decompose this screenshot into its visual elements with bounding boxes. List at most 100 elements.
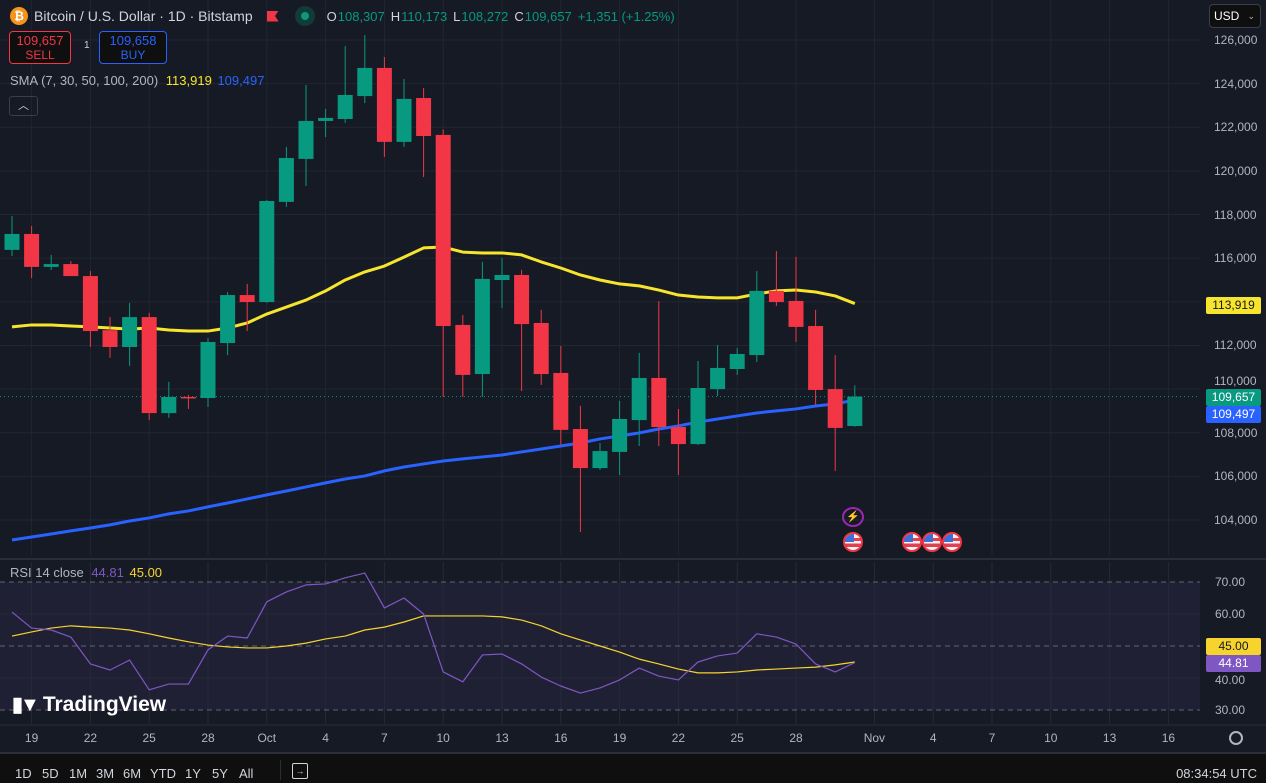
time-tick-label: 13 <box>1102 731 1117 745</box>
buy-label: BUY <box>120 48 146 62</box>
range-divider <box>280 760 281 780</box>
market-status-icon[interactable] <box>294 6 315 26</box>
time-tick-label: 13 <box>495 731 509 745</box>
flag-icon[interactable] <box>266 10 279 22</box>
utc-clock[interactable]: 08:34:54 UTC <box>1176 766 1257 781</box>
symbol-title: Bitcoin / U.S. Dollar · 1D · Bitstamp <box>34 8 253 24</box>
candle-body <box>729 353 745 370</box>
us-flag-event-icon[interactable] <box>922 532 942 552</box>
high-label: H <box>390 8 401 24</box>
candle-body <box>670 427 686 445</box>
candle-body <box>63 264 79 277</box>
go-to-date-icon[interactable]: → <box>292 763 308 779</box>
chevron-down-icon: ⌄ <box>1247 11 1255 21</box>
time-tick-label: 16 <box>554 731 568 745</box>
chart-settings-icon[interactable] <box>1229 731 1243 745</box>
candle-body <box>455 324 471 375</box>
low-label: L <box>453 8 461 24</box>
buy-button[interactable]: 109,658 BUY <box>99 31 167 64</box>
candle-body <box>612 418 628 452</box>
us-flag-event-icon[interactable] <box>902 532 922 552</box>
currency-select[interactable]: USD ⌄ <box>1209 4 1261 28</box>
candle-body <box>651 377 667 428</box>
time-tick-label: 22 <box>83 731 98 745</box>
rsi-legend[interactable]: RSI 14 close 44.81 45.00 <box>10 565 162 580</box>
time-tick-label: Oct <box>257 731 277 745</box>
time-tick-label: 7 <box>381 731 388 745</box>
candle-body <box>337 94 353 119</box>
range-button-6m[interactable]: 6M <box>123 766 142 781</box>
time-tick-label: 19 <box>24 731 39 745</box>
rsi-ma-value: 45.00 <box>129 565 163 580</box>
chevron-up-icon: ︿ <box>18 100 29 112</box>
rsi-tick-label: 40.00 <box>1215 673 1246 687</box>
sell-button[interactable]: 109,657 SELL <box>9 31 71 64</box>
time-tick-label: 28 <box>789 731 803 745</box>
price-tick-label: 106,000 <box>1214 469 1258 484</box>
ohlc-values: O 108,307 H 110,173 L 108,272 C 109,657 +1,3… <box>327 9 675 24</box>
time-tick-label: 25 <box>142 731 156 745</box>
price-tick-label: 122,000 <box>1214 120 1258 135</box>
range-button-all[interactable]: All <box>239 766 254 781</box>
us-flag-event-icon[interactable] <box>942 532 962 552</box>
close-value: 109,657 <box>524 8 572 24</box>
order-quantity: 1 <box>84 40 90 51</box>
range-button-1y[interactable]: 1Y <box>185 766 201 781</box>
sma-label: SMA (7, 30, 50, 100, 200) <box>10 73 159 88</box>
price-chart[interactable] <box>0 0 1266 752</box>
candle-body <box>808 326 824 390</box>
rsi-tick-label: 70.00 <box>1215 575 1246 589</box>
candle-body <box>710 367 726 390</box>
candle-body <box>572 429 588 469</box>
price-tick-label: 116,000 <box>1214 251 1257 266</box>
price-tick-label: 118,000 <box>1214 207 1257 222</box>
range-button-3m[interactable]: 3M <box>96 766 115 781</box>
range-button-ytd[interactable]: YTD <box>150 766 176 781</box>
rsi-value: 44.81 <box>91 565 124 580</box>
range-button-1m[interactable]: 1M <box>69 766 88 781</box>
range-button-5y[interactable]: 5Y <box>212 766 228 781</box>
last-price-tag: 109,657 <box>1206 389 1261 406</box>
candle-body <box>239 295 255 303</box>
candle-body <box>259 201 275 303</box>
currency-value: USD <box>1214 9 1240 23</box>
sma-value-2: 109,497 <box>217 73 265 88</box>
collapse-legend-button[interactable]: ︿ <box>9 96 38 116</box>
candle-body <box>318 117 334 121</box>
candle-body <box>278 158 294 202</box>
sma-legend[interactable]: SMA (7, 30, 50, 100, 200) 113,919 109,49… <box>10 73 264 88</box>
us-flag-event-icon[interactable] <box>843 532 863 552</box>
sma2-price-tag: 109,497 <box>1206 406 1261 423</box>
time-tick-label: 19 <box>612 731 627 745</box>
candle-body <box>43 264 59 267</box>
time-tick-label: Nov <box>863 731 886 745</box>
candle-body <box>847 396 863 427</box>
bitcoin-icon: ₿ <box>10 7 28 25</box>
sma1-price-tag: 113,919 <box>1206 297 1261 314</box>
time-tick-label: 16 <box>1161 731 1176 745</box>
candle-body <box>220 295 236 344</box>
time-tick-label: 25 <box>730 731 744 745</box>
price-tick-label: 108,000 <box>1214 425 1258 440</box>
candle-body <box>592 451 608 469</box>
symbol-legend[interactable]: ₿ Bitcoin / U.S. Dollar · 1D · Bitstamp … <box>10 6 675 26</box>
rsi-value-tag: 44.81 <box>1206 655 1261 672</box>
candle-body <box>788 300 804 327</box>
close-label: C <box>514 8 524 24</box>
tradingview-logo[interactable]: ▮▼ TradingView <box>12 692 166 717</box>
bottom-toolbar: 1D 5D 1M 3M 6M YTD 1Y 5Y All → 08:34:54 UTC <box>0 752 1266 783</box>
candle-body <box>631 377 647 421</box>
candle-body <box>749 290 765 356</box>
candle-body <box>768 290 784 303</box>
rsi-ma-tag: 45.00 <box>1206 638 1261 655</box>
time-tick-label: 10 <box>1044 731 1058 745</box>
ai-assistant-icon[interactable]: ⚡ <box>842 507 864 527</box>
time-tick-label: 28 <box>201 731 215 745</box>
high-value: 110,173 <box>401 8 448 24</box>
candle-body <box>298 120 314 159</box>
candle-body <box>435 134 451 327</box>
range-button-1d[interactable]: 1D <box>15 766 32 781</box>
candle-body <box>376 67 392 142</box>
range-button-5d[interactable]: 5D <box>42 766 59 781</box>
time-tick-label: 4 <box>929 731 937 745</box>
